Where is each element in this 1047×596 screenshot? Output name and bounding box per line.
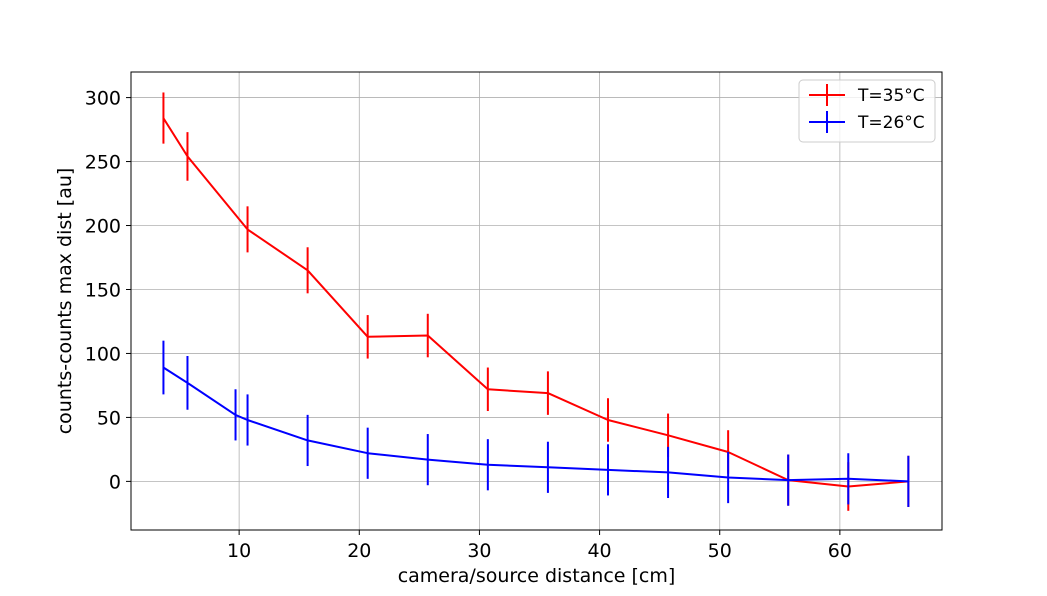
series-2 <box>162 340 910 507</box>
legend-label: T=35°C <box>857 86 925 106</box>
legend: T=35°C T=26°C <box>798 79 936 143</box>
legend-label: T=26°C <box>857 113 925 133</box>
legend-entries: T=35°C T=26°C <box>809 84 925 133</box>
y-tick-label: 100 <box>85 343 121 365</box>
x-tick-label: 60 <box>828 540 852 562</box>
series-line <box>162 117 909 488</box>
axis-ticks: 10 20 30 40 50 60 0 50 100 150 200 250 300 <box>85 88 852 562</box>
plot-area-frame <box>130 71 943 531</box>
y-tick-label: 150 <box>85 279 121 301</box>
series-layer <box>162 92 910 511</box>
y-tick-label: 50 <box>97 407 121 429</box>
y-tick-label: 0 <box>109 471 121 493</box>
x-tick-label: 20 <box>347 540 371 562</box>
y-axis-label: counts-counts max dist [au] <box>54 168 76 435</box>
y-tick-label: 200 <box>85 216 121 238</box>
x-tick-label: 50 <box>708 540 732 562</box>
x-tick-label: 30 <box>467 540 491 562</box>
x-axis-label: camera/source distance [cm] <box>398 565 676 587</box>
y-tick-label: 300 <box>85 88 121 110</box>
x-tick-label: 10 <box>227 540 251 562</box>
y-tick-label: 250 <box>85 152 121 174</box>
x-tick-label: 40 <box>587 540 611 562</box>
